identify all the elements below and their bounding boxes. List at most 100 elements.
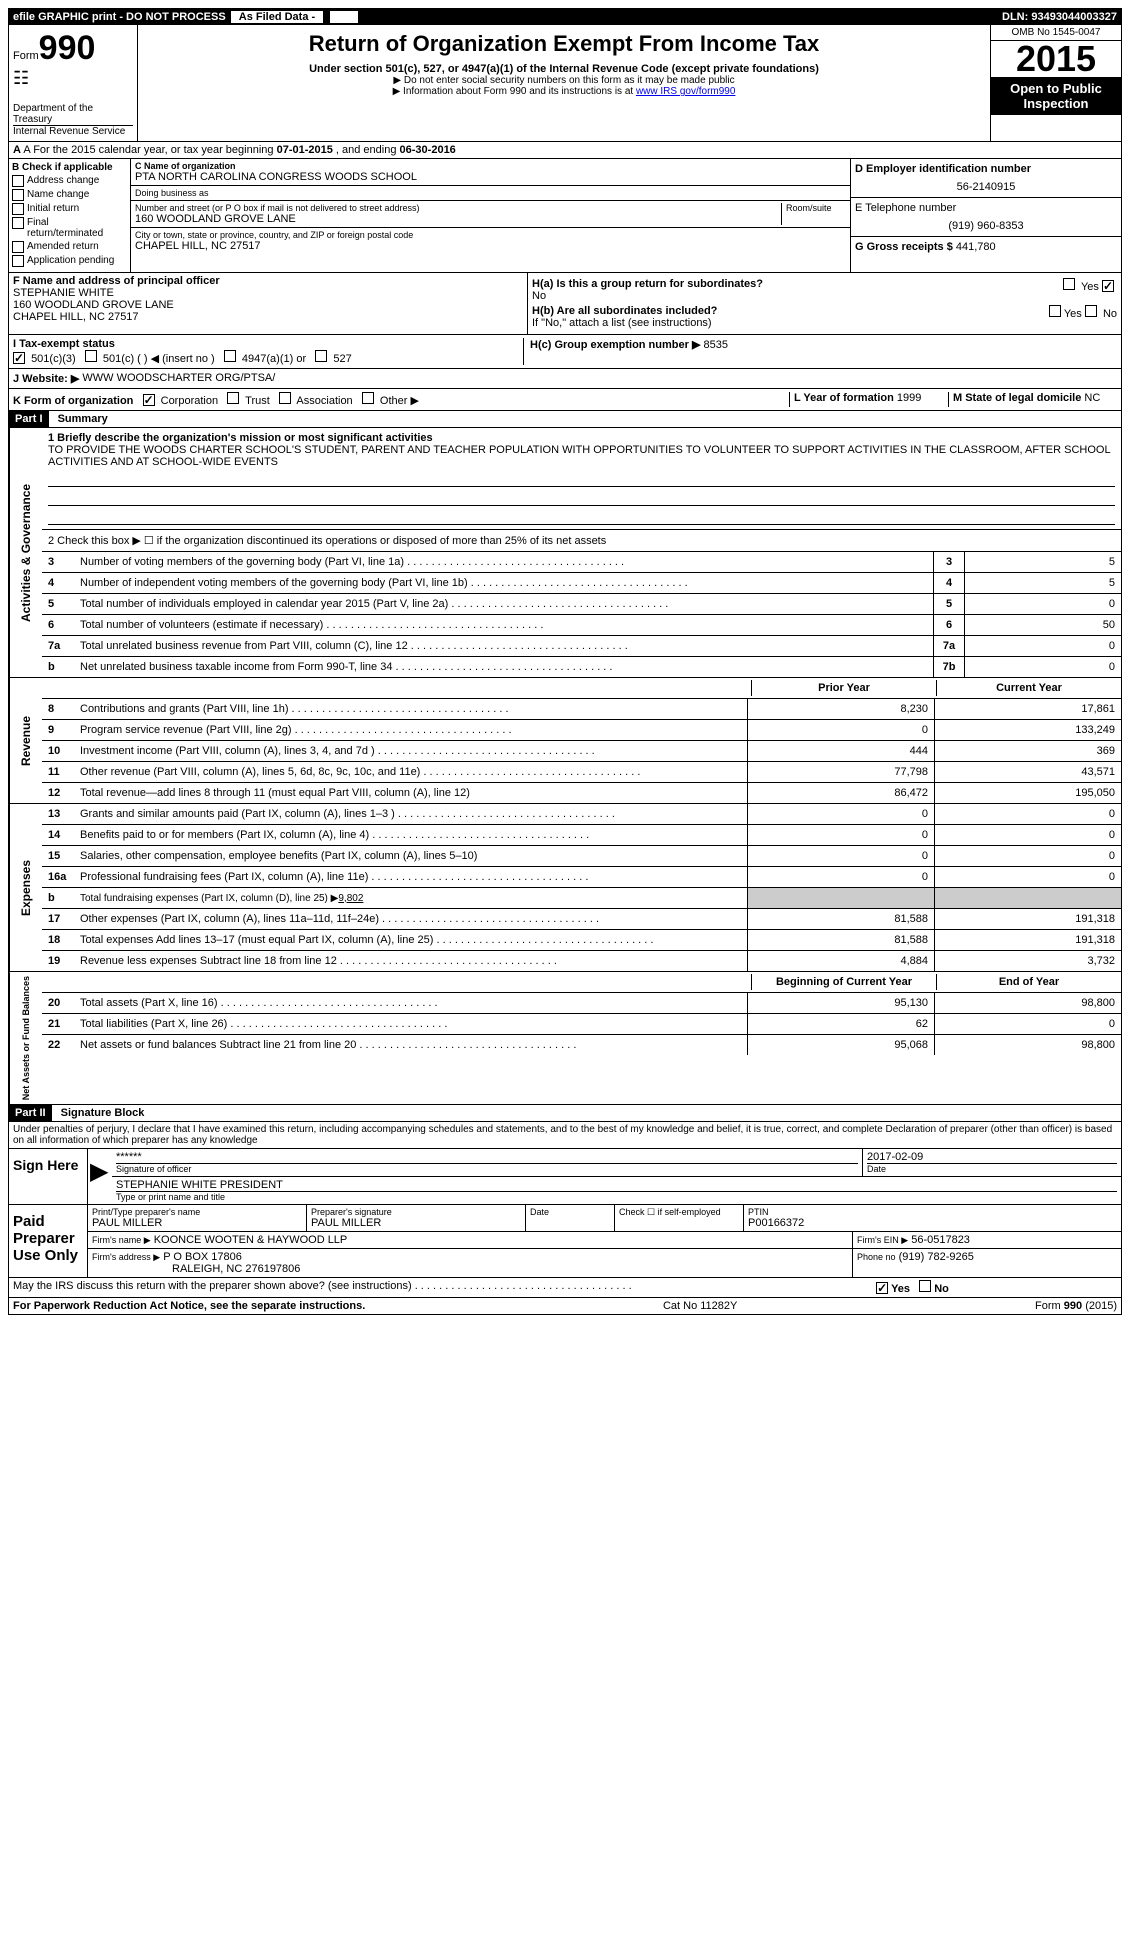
vert-gov-label: Activities & Governance: [9, 428, 42, 677]
prior-year-head: Prior Year: [751, 680, 936, 696]
amended-checkbox[interactable]: [12, 241, 24, 253]
h-box: H(a) Is this a group return for subordin…: [528, 273, 1121, 334]
prep-sig: PAUL MILLER: [311, 1217, 521, 1229]
phone-label: Phone no: [857, 1252, 896, 1262]
ha-yes-checkbox[interactable]: [1063, 278, 1075, 290]
note2: Information about Form 990 and its instr…: [403, 86, 636, 97]
irs-link[interactable]: www IRS gov/form990: [636, 86, 735, 97]
irs-label: Internal Revenue Service: [13, 125, 133, 137]
paid-label: Paid Preparer Use Only: [9, 1205, 88, 1277]
l16b-label: Total fundraising expenses (Part IX, col…: [80, 893, 338, 904]
l14c: 0: [934, 825, 1121, 845]
mission-text: TO PROVIDE THE WOODS CHARTER SCHOOL'S ST…: [48, 444, 1115, 468]
l20c: 98,800: [934, 993, 1121, 1013]
dba-label: Doing business as: [135, 188, 846, 198]
initial-checkbox[interactable]: [12, 203, 24, 215]
row-k: K Form of organization Corporation Trust…: [9, 389, 1121, 411]
row-i: I Tax-exempt status 501(c)(3) 501(c) ( )…: [9, 335, 1121, 369]
l4-val: 5: [964, 573, 1121, 593]
discuss-row: May the IRS discuss this return with the…: [9, 1278, 1121, 1298]
fh-row: F Name and address of principal officer …: [9, 273, 1121, 335]
final-checkbox[interactable]: [12, 217, 24, 229]
assoc-checkbox[interactable]: [279, 392, 291, 404]
hb-no-checkbox[interactable]: [1085, 305, 1097, 317]
ha-no-checkbox[interactable]: [1102, 280, 1114, 292]
vert-rev-label: Revenue: [9, 678, 42, 803]
hb-yes-checkbox[interactable]: [1049, 305, 1061, 317]
website-value: WWW WOODSCHARTER ORG/PTSA/: [82, 372, 275, 385]
firm-ein-label: Firm's EIN ▶: [857, 1235, 908, 1245]
phone-value: (919) 782-9265: [899, 1251, 974, 1263]
officer-street: 160 WOODLAND GROVE LANE: [13, 299, 523, 311]
f-box: F Name and address of principal officer …: [9, 273, 528, 334]
year-box: OMB No 1545-0047 2015 Open to Public Ins…: [991, 25, 1121, 141]
row-a-label: A For the 2015 calendar year, or tax yea…: [23, 144, 276, 156]
date-label: Date: [867, 1163, 1117, 1174]
form-number: 990: [39, 29, 96, 67]
m-value: NC: [1084, 392, 1100, 404]
l16ac: 0: [934, 867, 1121, 887]
gross-value: 441,780: [956, 241, 996, 253]
pending-checkbox[interactable]: [12, 255, 24, 267]
form-title-box: Return of Organization Exempt From Incom…: [138, 25, 991, 141]
l21-label: Total liabilities (Part X, line 26): [76, 1016, 747, 1032]
c-checkbox[interactable]: [85, 350, 97, 362]
street-label: Number and street (or P O box if mail is…: [135, 203, 781, 213]
ptin-label: PTIN: [748, 1207, 1117, 1217]
firm-name: KOONCE WOOTEN & HAYWOOD LLP: [154, 1234, 348, 1246]
efile-label: efile GRAPHIC print - DO NOT PROCESS: [13, 11, 226, 23]
row-a-mid: , and ending: [333, 144, 400, 156]
l6-label: Total number of volunteers (estimate if …: [76, 617, 933, 633]
row-j: J Website: ▶ WWW WOODSCHARTER ORG/PTSA/: [9, 369, 1121, 389]
vert-net-label: Net Assets or Fund Balances: [9, 972, 42, 1104]
dept-label: Department of the Treasury: [13, 103, 133, 125]
m-label: M State of legal domicile: [953, 392, 1081, 404]
firm-ein: 56-0517823: [911, 1234, 970, 1246]
hc-value: 8535: [703, 339, 727, 351]
org-name: PTA NORTH CAROLINA CONGRESS WOODS SCHOOL: [135, 171, 846, 183]
sig-officer-label: Signature of officer: [116, 1163, 858, 1174]
discuss-label: May the IRS discuss this return with the…: [13, 1280, 873, 1292]
l12p: 86,472: [747, 783, 934, 803]
sign-here-label: Sign Here: [9, 1149, 88, 1204]
name-change-checkbox[interactable]: [12, 189, 24, 201]
name-change-label: Name change: [27, 189, 89, 200]
prep-name: PAUL MILLER: [92, 1217, 302, 1229]
l6-val: 50: [964, 615, 1121, 635]
part1-header: Part I Summary: [9, 411, 1121, 428]
527-checkbox[interactable]: [315, 350, 327, 362]
addr-change-label: Address change: [27, 175, 99, 186]
hb-label: H(b) Are all subordinates included?: [532, 305, 717, 317]
l21p: 62: [747, 1014, 934, 1034]
l15-label: Salaries, other compensation, employee b…: [76, 848, 747, 864]
l10p: 444: [747, 741, 934, 761]
firm-addr-label: Firm's address ▶: [92, 1252, 160, 1262]
addr-change-checkbox[interactable]: [12, 175, 24, 187]
corp-checkbox[interactable]: [143, 394, 155, 406]
l22-label: Net assets or fund balances Subtract lin…: [76, 1037, 747, 1053]
form-id-box: Form990 ☷ Department of the Treasury Int…: [9, 25, 138, 141]
c-name-label: C Name of organization: [135, 161, 846, 171]
type-label: Type or print name and title: [116, 1191, 1117, 1202]
discuss-no-checkbox[interactable]: [919, 1280, 931, 1292]
part2-subtitle: Signature Block: [55, 1105, 151, 1121]
prep-sig-label: Preparer's signature: [311, 1207, 521, 1217]
begin-year-head: Beginning of Current Year: [751, 974, 936, 990]
other-checkbox[interactable]: [362, 392, 374, 404]
end-year-head: End of Year: [936, 974, 1121, 990]
ptin-value: P00166372: [748, 1217, 1117, 1229]
perjury-text: Under penalties of perjury, I declare th…: [9, 1122, 1121, 1149]
gross-label: G Gross receipts $: [855, 241, 953, 253]
paid-preparer-section: Paid Preparer Use Only Print/Type prepar…: [9, 1205, 1121, 1278]
l5-label: Total number of individuals employed in …: [76, 596, 933, 612]
discuss-yes-checkbox[interactable]: [876, 1282, 888, 1294]
c3-checkbox[interactable]: [13, 352, 25, 364]
hb-note: If "No," attach a list (see instructions…: [532, 317, 712, 329]
city-value: CHAPEL HILL, NC 27517: [135, 240, 846, 252]
l11c: 43,571: [934, 762, 1121, 782]
l13p: 0: [747, 804, 934, 824]
a1-checkbox[interactable]: [224, 350, 236, 362]
as-filed-label: As Filed Data -: [231, 11, 323, 23]
prep-name-label: Print/Type preparer's name: [92, 1207, 302, 1217]
trust-checkbox[interactable]: [227, 392, 239, 404]
